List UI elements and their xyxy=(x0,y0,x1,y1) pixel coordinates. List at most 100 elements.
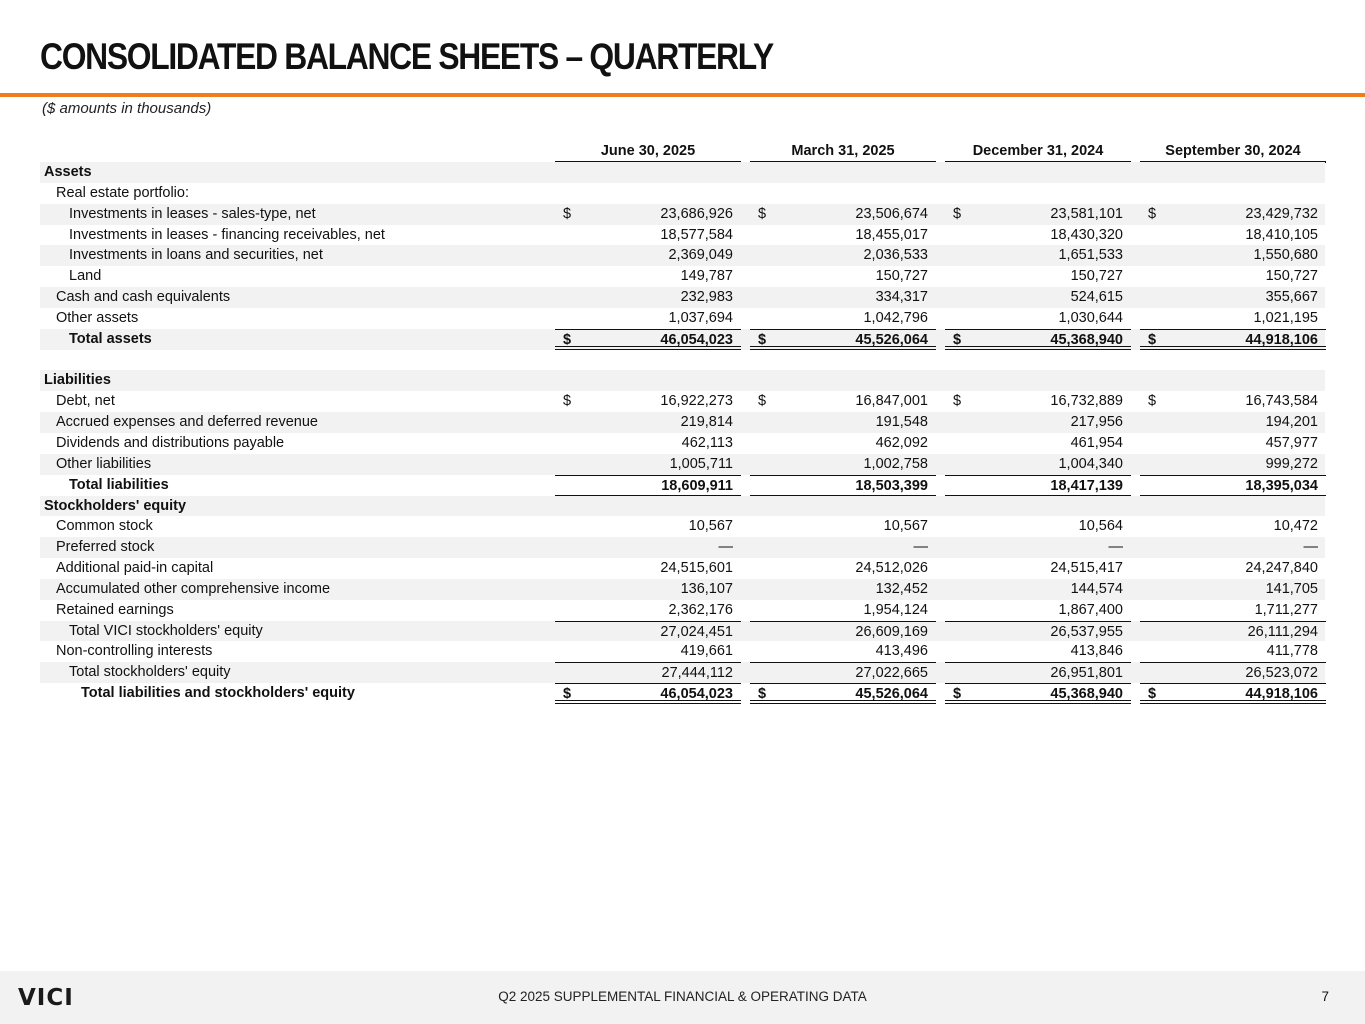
table-row: Assets xyxy=(0,162,1365,183)
dollar-sign: $ xyxy=(953,205,962,222)
value: 24,247,840 xyxy=(1245,560,1318,577)
value-cell: 1,002,758 xyxy=(750,454,936,475)
value-cell: 355,667 xyxy=(1140,287,1326,308)
value-cell: 18,455,017 xyxy=(750,225,936,246)
table-row: Non-controlling interests 419,661 413,496 4… xyxy=(0,641,1365,662)
dollar-sign: $ xyxy=(758,393,767,410)
column-header: March 31, 2025 xyxy=(750,143,936,163)
value-cell: 1,037,694 xyxy=(555,308,741,329)
dollar-sign: $ xyxy=(1148,205,1157,222)
value: 1,550,680 xyxy=(1253,247,1318,264)
value: — xyxy=(1108,539,1124,556)
value-cell: 2,362,176 xyxy=(555,600,741,621)
value-cell: 419,661 xyxy=(555,641,741,662)
value: 413,496 xyxy=(875,643,928,660)
value: 194,201 xyxy=(1265,414,1318,431)
table-row: Dividends and distributions payable 462,1… xyxy=(0,433,1365,454)
row-label: Debt, net xyxy=(56,393,115,410)
value: 149,787 xyxy=(680,268,733,285)
value: 10,564 xyxy=(1078,518,1123,535)
value: 18,455,017 xyxy=(855,226,928,243)
value: 18,577,584 xyxy=(660,226,733,243)
table-row: Total liabilities and stockholders' equi… xyxy=(0,683,1365,704)
row-label: Total VICI stockholders' equity xyxy=(69,622,263,639)
dollar-sign: $ xyxy=(953,686,962,703)
value: 457,977 xyxy=(1265,434,1318,451)
value: 18,609,911 xyxy=(661,477,733,494)
value-cell: 217,956 xyxy=(945,412,1131,433)
row-label: Investments in leases - sales-type, net xyxy=(69,205,316,222)
value: 44,918,106 xyxy=(1245,686,1318,703)
value-cell: 1,711,277 xyxy=(1140,600,1326,621)
value: 132,452 xyxy=(875,580,928,597)
value: 413,846 xyxy=(1070,643,1123,660)
value-cell: 999,272 xyxy=(1140,454,1326,475)
column-header: September 30, 2024 xyxy=(1140,143,1326,163)
value: 18,410,105 xyxy=(1245,226,1318,243)
value: 1,042,796 xyxy=(863,309,928,326)
row-label: Investments in leases - financing receiv… xyxy=(69,226,385,243)
table-row: Cash and cash equivalents 232,983 334,317 5… xyxy=(0,287,1365,308)
value-cell: 26,111,294 xyxy=(1140,620,1326,642)
value-cell: 1,030,644 xyxy=(945,308,1131,329)
row-label: Dividends and distributions payable xyxy=(56,434,285,451)
value: — xyxy=(913,539,929,556)
value-cell: 2,369,049 xyxy=(555,245,741,266)
value-cell: 18,395,034 xyxy=(1140,474,1326,496)
value: 45,526,064 xyxy=(855,331,928,348)
value-cell: $16,922,273 xyxy=(555,391,741,412)
row-label: Other liabilities xyxy=(56,455,152,472)
value: 999,272 xyxy=(1265,455,1318,472)
table-row: Investments in leases - sales-type, net $… xyxy=(0,203,1365,225)
table-row: Liabilities xyxy=(0,370,1365,392)
value: 23,429,732 xyxy=(1245,205,1318,222)
value: 26,537,955 xyxy=(1050,623,1123,640)
table-row: Investments in leases - financing receiv… xyxy=(0,225,1365,246)
table-row: Total VICI stockholders' equity 27,024,45… xyxy=(0,620,1365,642)
value-cell: 1,021,195 xyxy=(1140,308,1326,329)
value: 150,727 xyxy=(875,268,928,285)
value: 18,395,034 xyxy=(1245,477,1318,494)
value-cell: $46,054,023 xyxy=(555,683,741,704)
value-cell: 149,787 xyxy=(555,266,741,287)
dollar-sign: $ xyxy=(953,331,962,348)
value: 16,922,273 xyxy=(660,393,733,410)
value: 1,711,277 xyxy=(1254,601,1318,618)
value-cell: $45,526,064 xyxy=(750,683,936,704)
value-cell: 219,814 xyxy=(555,412,741,433)
table-row: Total assets $46,054,023 $45,526,064 $45,36… xyxy=(0,328,1365,350)
value: 18,503,399 xyxy=(855,477,928,494)
value: 1,954,124 xyxy=(863,601,928,618)
value: 1,037,694 xyxy=(668,309,733,326)
value-cell: 10,567 xyxy=(555,516,741,537)
value-cell: 27,444,112 xyxy=(555,662,741,683)
dollar-sign: $ xyxy=(758,331,767,348)
column-header: June 30, 2025 xyxy=(555,143,741,163)
value-cell: 1,651,533 xyxy=(945,245,1131,266)
table-row: Additional paid-in capital 24,515,601 24,5… xyxy=(0,558,1365,579)
row-label: Stockholders' equity xyxy=(44,497,187,514)
value-cell: 26,523,072 xyxy=(1140,662,1326,683)
value: 2,362,176 xyxy=(668,601,733,618)
value-cell: $44,918,106 xyxy=(1140,328,1326,350)
accent-rule xyxy=(0,93,1365,97)
value-cell: 18,577,584 xyxy=(555,225,741,246)
value: 27,024,451 xyxy=(660,623,733,640)
value: 462,113 xyxy=(681,434,733,451)
row-label: Retained earnings xyxy=(56,601,174,618)
table-row: Other liabilities 1,005,711 1,002,758 1,004… xyxy=(0,453,1365,475)
value-cell: 150,727 xyxy=(945,266,1131,287)
value: 1,021,195 xyxy=(1253,309,1318,326)
value-cell: 411,778 xyxy=(1140,641,1326,662)
value: 419,661 xyxy=(680,643,733,660)
value: 10,567 xyxy=(688,518,733,535)
dollar-sign: $ xyxy=(563,331,572,348)
value-cell: 26,951,801 xyxy=(945,662,1131,683)
value: 23,686,926 xyxy=(660,205,733,222)
table-row: Stockholders' equity xyxy=(0,495,1365,517)
value: 219,814 xyxy=(680,414,733,431)
row-label: Accumulated other comprehensive income xyxy=(56,580,331,597)
row-label: Accrued expenses and deferred revenue xyxy=(56,414,318,431)
value-cell: $45,368,940 xyxy=(945,328,1131,350)
value: 10,472 xyxy=(1273,518,1318,535)
